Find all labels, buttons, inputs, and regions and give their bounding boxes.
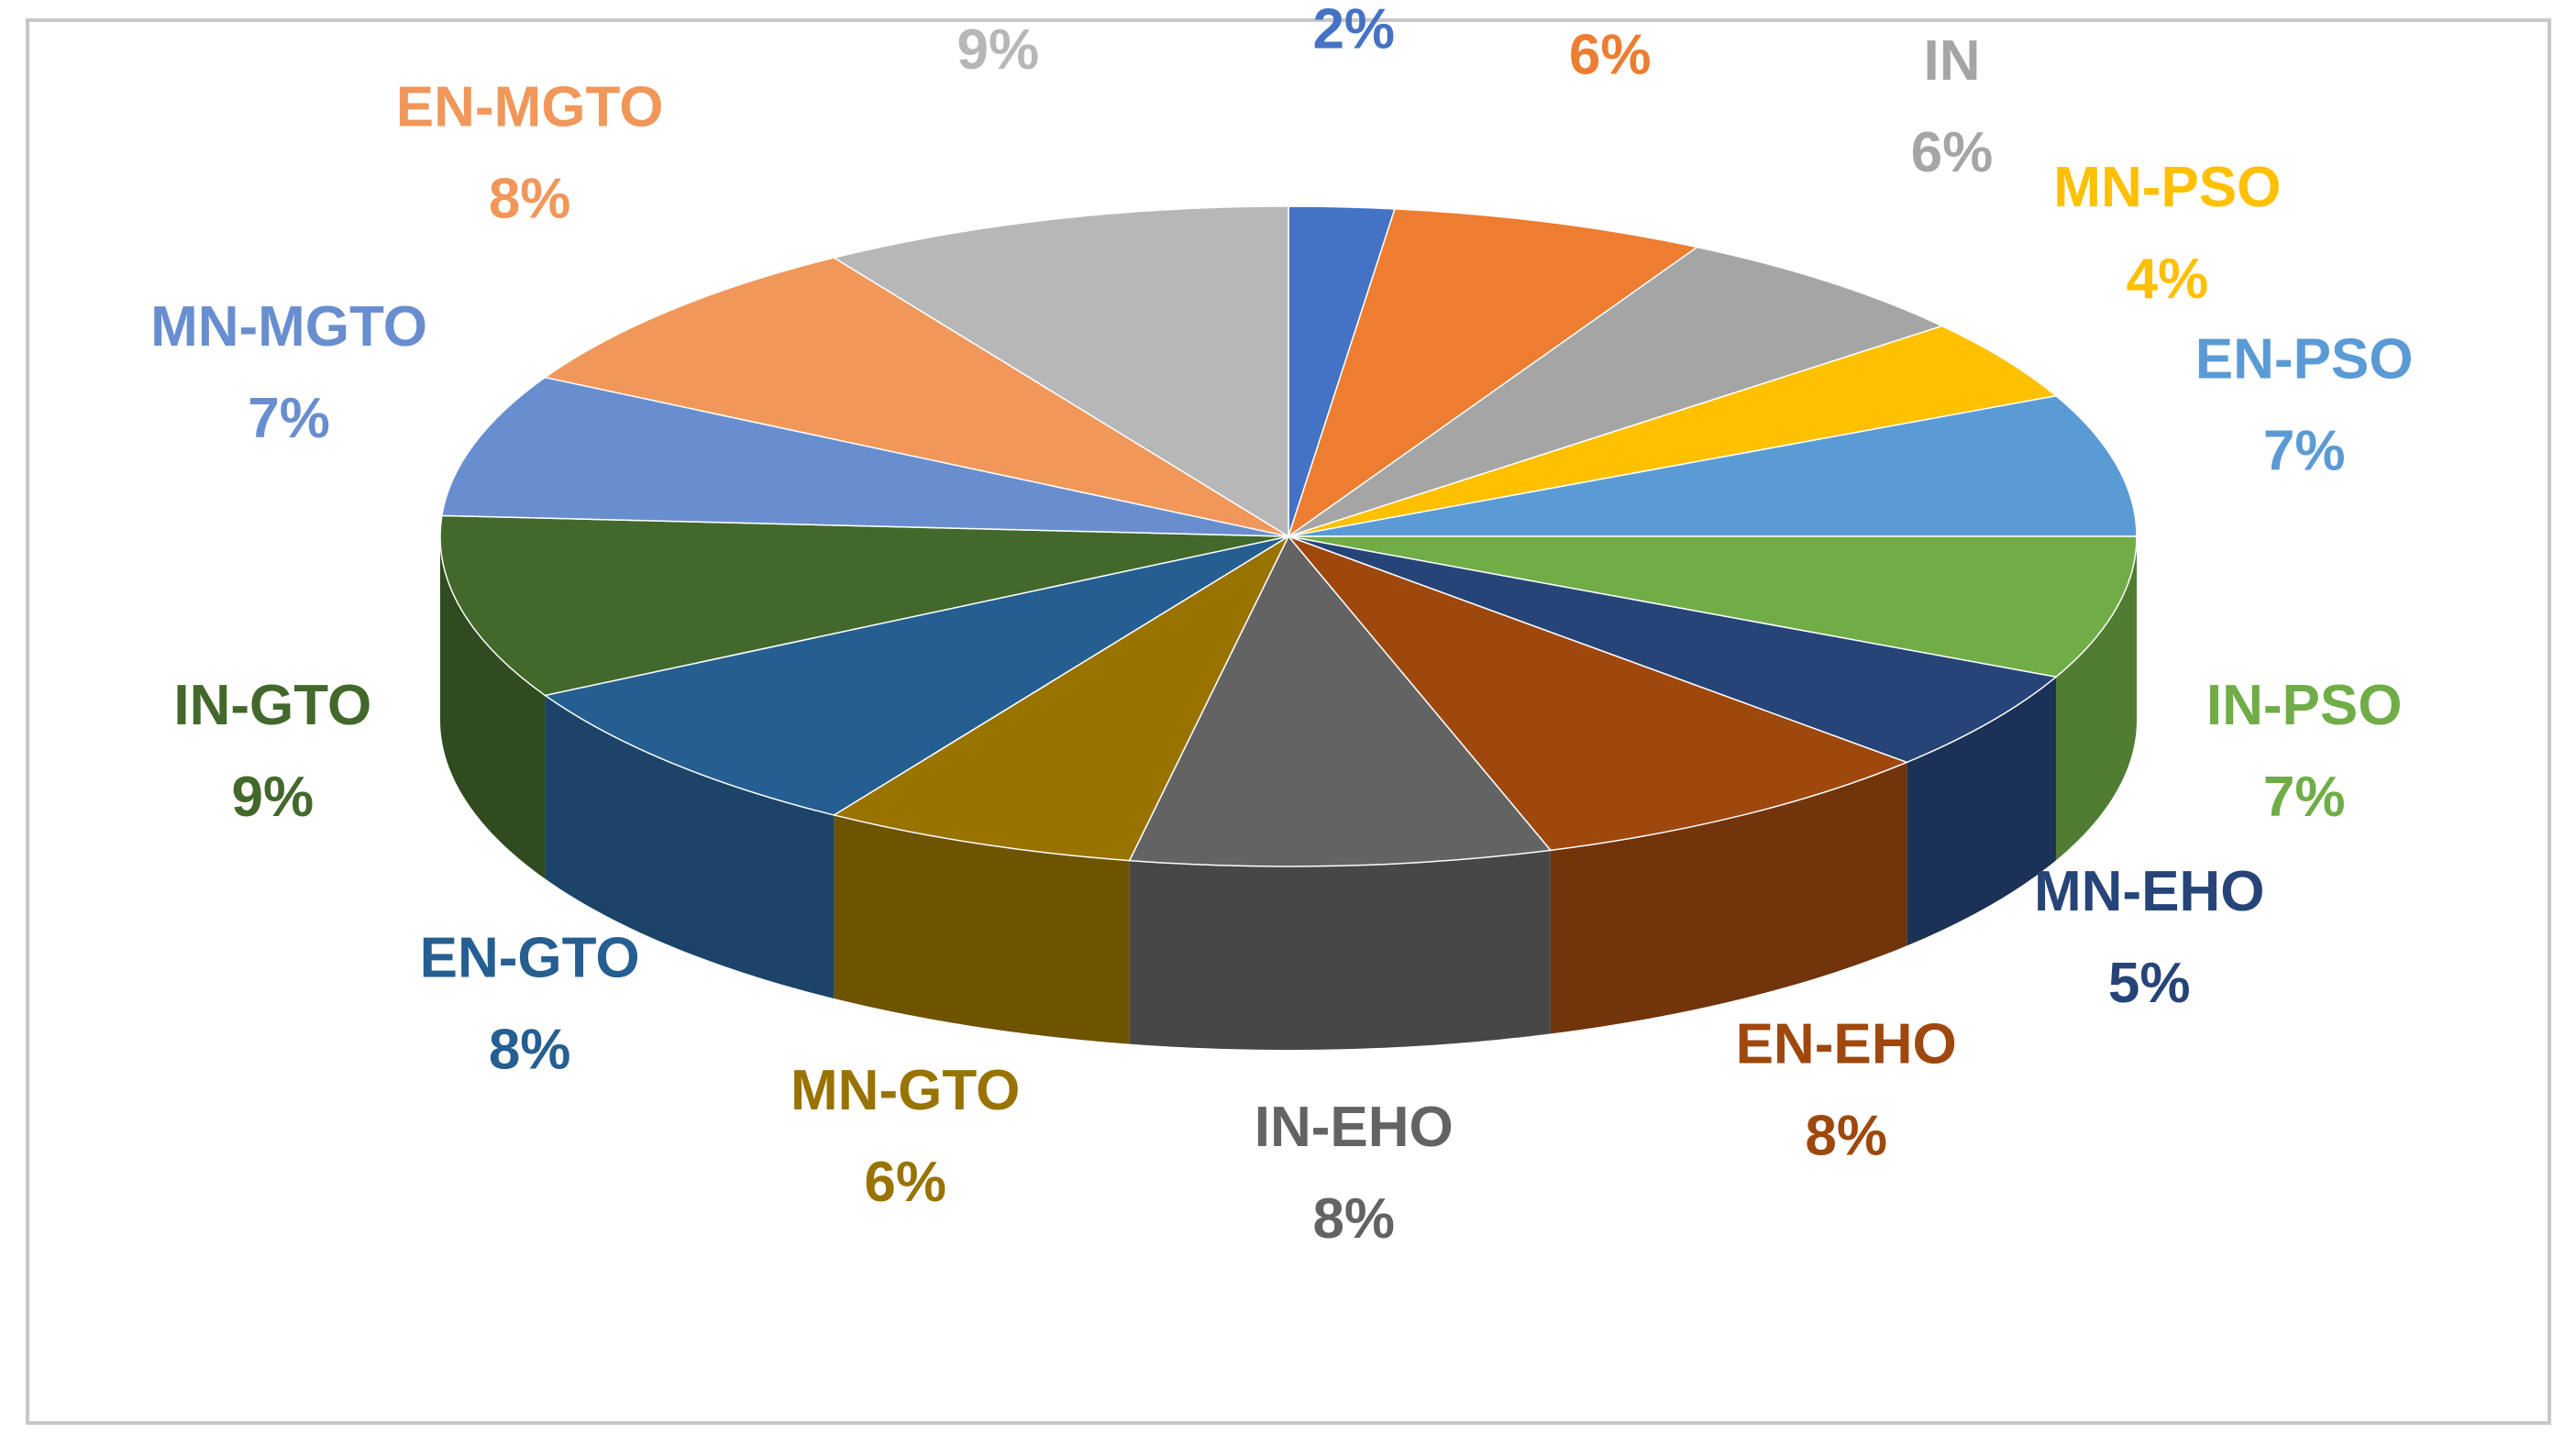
slice-side — [1550, 762, 1907, 1034]
slice-side — [834, 814, 1130, 1044]
slice-value-label: 8% — [1312, 1187, 1395, 1251]
slice-value-label: 2% — [1312, 0, 1395, 61]
slice-value-label: 7% — [2263, 420, 2346, 483]
slice-value-label: 6% — [864, 1151, 946, 1214]
slice-side — [440, 536, 546, 879]
slice-category-label: EN-MGTO — [396, 75, 664, 138]
slice-category-label: MN-EHO — [2034, 860, 2264, 923]
slice — [1287, 208, 1699, 538]
slice-value-label: 4% — [2127, 248, 2209, 311]
slice — [1288, 535, 2058, 764]
slice-value-label: 6% — [1569, 23, 1652, 86]
slice-side — [1129, 850, 1551, 1050]
slice — [543, 257, 1289, 537]
slice — [1128, 535, 1553, 867]
slice-value-label: 8% — [489, 1018, 571, 1081]
slice — [1288, 535, 2138, 678]
slice-category-label: IN-EHO — [1255, 1096, 1454, 1159]
slice — [832, 205, 1289, 538]
slice-value-label: 6% — [1911, 121, 1994, 184]
slice-value-label: 9% — [957, 18, 1040, 82]
slice-value-label: 5% — [2108, 952, 2191, 1015]
slice — [440, 376, 1289, 537]
slice-value-label: 7% — [248, 387, 330, 450]
slice — [1288, 325, 2058, 537]
slice-category-label: EN-GTO — [420, 926, 640, 989]
slice-category-label: EN-EHO — [1736, 1013, 1957, 1076]
chart-border — [26, 18, 2551, 1425]
slice-category-label: MN-GTO — [790, 1059, 1020, 1122]
slice — [832, 535, 1290, 862]
slice-category-label: IN — [1923, 29, 1980, 93]
slice-category-label: IN-PSO — [2206, 674, 2403, 737]
slice-side — [1907, 677, 2056, 946]
slice-side — [2055, 536, 2137, 861]
slice — [1288, 394, 2138, 537]
slice-side — [545, 695, 835, 998]
slice-value-label: 9% — [232, 766, 315, 829]
slice-category-label: EN-PSO — [2195, 328, 2414, 392]
slice-value-label: 8% — [489, 167, 571, 230]
slice-value-label: 8% — [1805, 1105, 1887, 1168]
slice — [439, 514, 1289, 697]
slice — [543, 535, 1289, 816]
slice-category-label: IN-GTO — [173, 674, 371, 737]
slice-category-label: MN-PSO — [2053, 156, 2281, 219]
slice — [1288, 246, 1944, 537]
slice — [1286, 535, 1909, 852]
slice-value-label: 7% — [2263, 766, 2346, 829]
slice-category-label: MN-MGTO — [150, 295, 427, 358]
